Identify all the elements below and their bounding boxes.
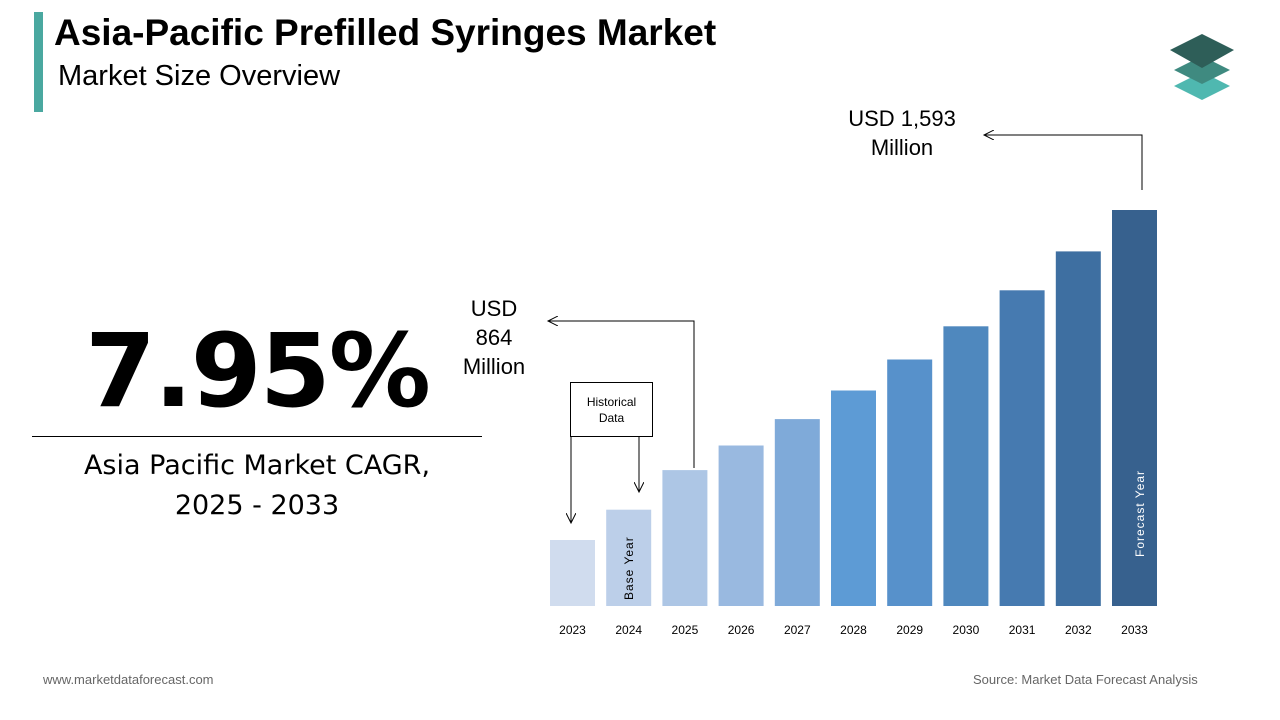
cagr-caption-line1: Asia Pacific Market CAGR,	[83, 450, 431, 481]
tick-label-2024: 2024	[615, 623, 642, 637]
bar-2029	[887, 359, 933, 606]
logo-layer-top	[1170, 34, 1234, 68]
forecast-year-label: Forecast Year	[1133, 470, 1147, 557]
footer-source: Source: Market Data Forecast Analysis	[973, 672, 1198, 687]
tick-label-2023: 2023	[559, 623, 586, 637]
footer-website[interactable]: www.marketdataforecast.com	[43, 672, 214, 687]
start-value-line2: 864	[475, 325, 513, 350]
historical-line2: Data	[598, 410, 625, 425]
start-value-line3: Million	[462, 354, 526, 379]
tick-label-2025: 2025	[672, 623, 699, 637]
logo-layer-bottom	[1174, 72, 1230, 100]
bar-2027	[774, 419, 820, 606]
tick-label-2027: 2027	[784, 623, 811, 637]
bar-2033	[1112, 210, 1157, 606]
logo-layer-middle	[1174, 56, 1230, 84]
tick-label-2031: 2031	[1009, 623, 1036, 637]
cagr-divider	[32, 436, 482, 437]
start-value-connector	[548, 321, 695, 468]
stacked-layers-icon	[1170, 34, 1234, 100]
historical-line1: Historical	[586, 394, 637, 409]
end-value-label: USD 1,593 Million	[832, 104, 972, 162]
tick-label-2032: 2032	[1065, 623, 1092, 637]
historical-data-box: Historical Data	[570, 382, 653, 437]
base-year-label: Base Year	[622, 536, 636, 600]
bar-2032	[1055, 251, 1101, 606]
cagr-caption-line2: 2025 - 2033	[174, 490, 340, 521]
bar-2026	[718, 445, 764, 606]
cagr-value: 7.95%	[85, 312, 431, 431]
page-title: Asia-Pacific Prefilled Syringes Market	[54, 12, 717, 53]
bar-2028	[831, 390, 876, 606]
bar-2030	[943, 326, 989, 606]
title-accent-bar	[34, 12, 43, 112]
end-value-line1: USD 1,593	[848, 106, 956, 131]
tick-label-2026: 2026	[728, 623, 755, 637]
tick-label-2030: 2030	[953, 623, 980, 637]
page-subtitle: Market Size Overview	[58, 60, 341, 92]
bar-2024	[606, 509, 652, 606]
bar-2023	[550, 540, 595, 606]
bar-2025	[662, 470, 708, 606]
end-value-connector	[984, 135, 1143, 190]
tick-label-2033: 2033	[1121, 623, 1148, 637]
bar-2031	[999, 290, 1045, 606]
cagr-caption: Asia Pacific Market CAGR, 2025 - 2033	[32, 446, 482, 526]
start-value-label: USD 864 Million	[452, 294, 536, 381]
start-value-line1: USD	[470, 296, 518, 321]
tick-label-2028: 2028	[840, 623, 867, 637]
end-value-line2: Million	[870, 135, 934, 160]
tick-label-2029: 2029	[896, 623, 923, 637]
